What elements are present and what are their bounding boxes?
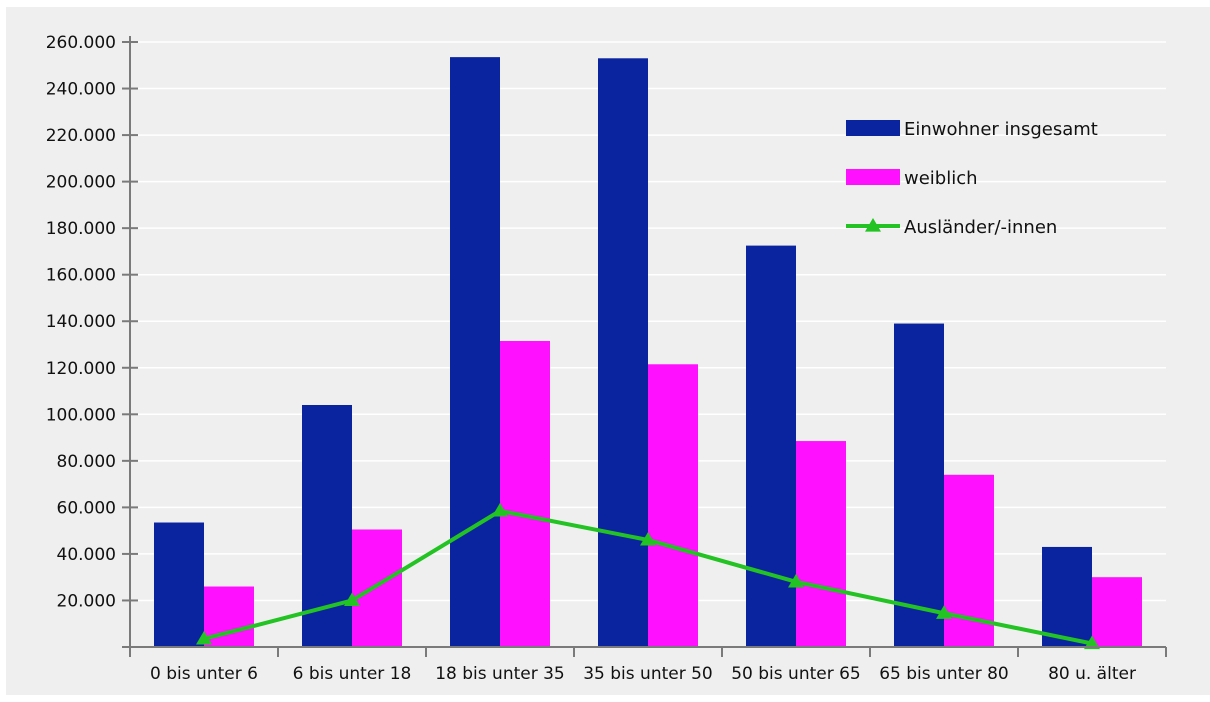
y-tick-label: 60.000 <box>57 498 116 518</box>
triangle-marker <box>936 605 952 619</box>
legend-swatch-einwohner-insgesamt <box>846 120 900 136</box>
y-tick-label: 100.000 <box>46 405 116 425</box>
y-tick-label: 220.000 <box>46 126 116 146</box>
y-tick-label: 200.000 <box>46 173 116 193</box>
x-tick-label: 0 bis unter 6 <box>150 664 258 684</box>
legend: Einwohner insgesamt weiblich Ausländer/-in… <box>846 119 1098 238</box>
legend-swatch-weiblich <box>846 169 900 185</box>
bar-einwohner-insgesamt <box>894 323 944 647</box>
triangle-marker <box>492 502 508 517</box>
y-tick-label: 120.000 <box>46 359 116 379</box>
bar-einwohner-insgesamt <box>598 58 648 648</box>
bar-einwohner-insgesamt <box>154 522 204 647</box>
triangle-marker <box>640 531 656 546</box>
bar-weiblich <box>352 529 402 647</box>
y-tick-label: 180.000 <box>46 219 116 239</box>
triangle-marker <box>788 573 804 588</box>
legend-label-ausl-nder-innen: Ausländer/-innen <box>904 217 1057 238</box>
x-tick-label: 35 bis unter 50 <box>583 664 713 684</box>
x-tick-label: 80 u. älter <box>1048 664 1136 684</box>
bar-weiblich <box>500 341 550 647</box>
y-tick-label: 240.000 <box>46 80 116 100</box>
triangle-marker <box>1084 635 1100 650</box>
bar-weiblich <box>1092 577 1142 647</box>
bar-einwohner-insgesamt <box>450 57 500 647</box>
bar-weiblich <box>648 364 698 647</box>
axes: 20.000 40.000 60.000 80.000 100.000 120.000 14… <box>46 33 1167 684</box>
y-tick-label: 40.000 <box>57 545 116 565</box>
x-tick-label: 18 bis unter 35 <box>435 664 565 684</box>
bar-weiblich <box>796 441 846 647</box>
y-tick-label: 260.000 <box>46 33 116 53</box>
chart-area: 20.000 40.000 60.000 80.000 100.000 120.000 14… <box>6 7 1210 695</box>
legend-label-weiblich: weiblich <box>904 168 978 189</box>
triangle-marker <box>196 630 212 645</box>
legend-label-einwohner-insgesamt: Einwohner insgesamt <box>904 119 1098 140</box>
triangle-marker <box>344 592 360 607</box>
y-tick-label: 80.000 <box>57 452 116 472</box>
y-tick-label: 20.000 <box>57 591 116 611</box>
bar-einwohner-insgesamt <box>1042 546 1092 647</box>
bar-line-chart: 20.000 40.000 60.000 80.000 100.000 120.000 14… <box>6 7 1210 695</box>
y-tick-label: 140.000 <box>46 312 116 332</box>
x-tick-label: 6 bis unter 18 <box>293 664 412 684</box>
legend-triangle-marker <box>865 218 881 232</box>
bars <box>154 57 1142 648</box>
x-tick-label: 50 bis unter 65 <box>731 664 861 684</box>
y-tick-label: 160.000 <box>46 266 116 286</box>
x-tick-label: 65 bis unter 80 <box>879 664 1009 684</box>
foreign-residents-line <box>196 502 1100 650</box>
